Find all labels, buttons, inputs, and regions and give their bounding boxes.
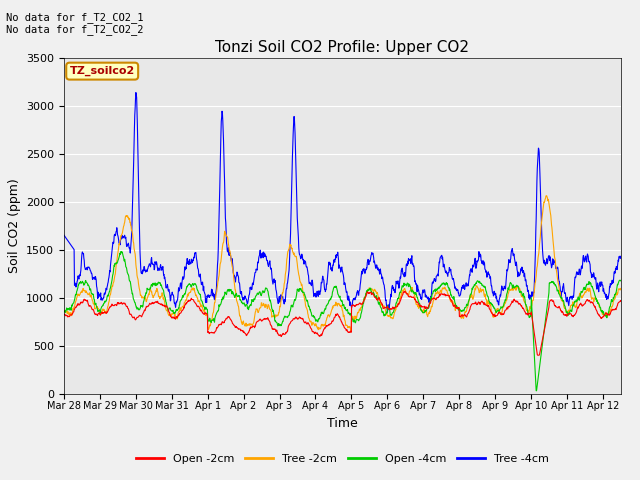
Title: Tonzi Soil CO2 Profile: Upper CO2: Tonzi Soil CO2 Profile: Upper CO2 — [216, 40, 469, 55]
X-axis label: Time: Time — [327, 417, 358, 430]
Y-axis label: Soil CO2 (ppm): Soil CO2 (ppm) — [8, 178, 20, 273]
Text: No data for f_T2_CO2_1: No data for f_T2_CO2_1 — [6, 12, 144, 23]
Text: No data for f_T2_CO2_2: No data for f_T2_CO2_2 — [6, 24, 144, 35]
Legend: Open -2cm, Tree -2cm, Open -4cm, Tree -4cm: Open -2cm, Tree -2cm, Open -4cm, Tree -4… — [132, 450, 553, 468]
Text: TZ_soilco2: TZ_soilco2 — [70, 66, 135, 76]
